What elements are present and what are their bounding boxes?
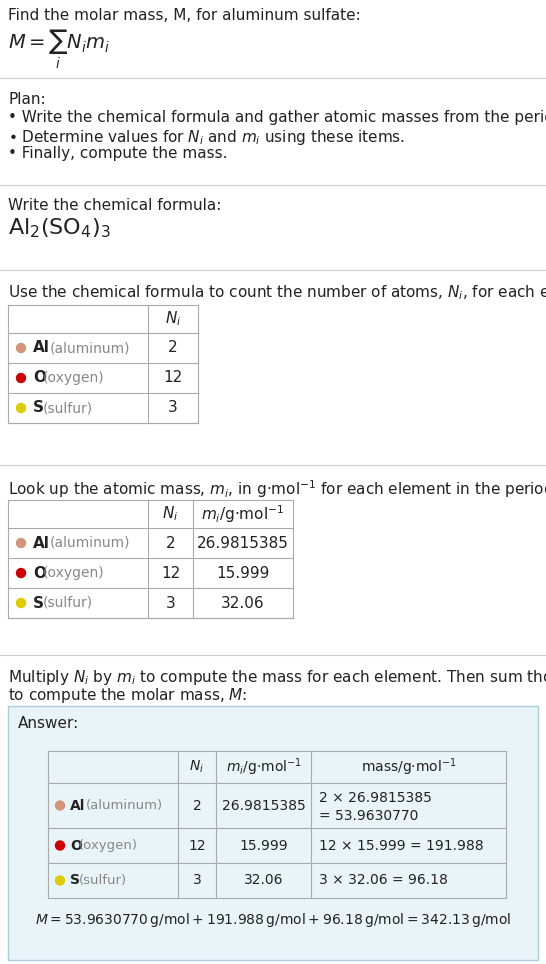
- Text: 12 × 15.999 = 191.988: 12 × 15.999 = 191.988: [319, 839, 484, 852]
- Text: 3 × 32.06 = 96.18: 3 × 32.06 = 96.18: [319, 873, 448, 888]
- Circle shape: [16, 569, 26, 577]
- Text: Look up the atomic mass, $m_i$, in g·mol$^{-1}$ for each element in the periodic: Look up the atomic mass, $m_i$, in g·mol…: [8, 478, 546, 499]
- Text: (oxygen): (oxygen): [43, 371, 104, 385]
- Text: 15.999: 15.999: [239, 839, 288, 852]
- Text: 12: 12: [161, 566, 180, 580]
- Text: 2 × 26.9815385: 2 × 26.9815385: [319, 790, 432, 805]
- Text: O: O: [33, 566, 46, 580]
- Text: (oxygen): (oxygen): [43, 566, 104, 580]
- Text: 3: 3: [165, 596, 175, 610]
- Text: 15.999: 15.999: [216, 566, 270, 580]
- Text: 3: 3: [193, 873, 201, 888]
- Text: (sulfur): (sulfur): [79, 874, 127, 887]
- Circle shape: [16, 539, 26, 548]
- Text: • Write the chemical formula and gather atomic masses from the periodic table.: • Write the chemical formula and gather …: [8, 110, 546, 125]
- Text: Write the chemical formula:: Write the chemical formula:: [8, 198, 221, 213]
- Text: $N_i$: $N_i$: [189, 759, 205, 775]
- Text: 26.9815385: 26.9815385: [197, 535, 289, 550]
- Text: to compute the molar mass, $M$:: to compute the molar mass, $M$:: [8, 686, 247, 705]
- Text: 2: 2: [168, 340, 178, 356]
- Text: mass/g·mol$^{-1}$: mass/g·mol$^{-1}$: [360, 756, 456, 778]
- Text: $N_i$: $N_i$: [165, 309, 181, 329]
- Text: Multiply $N_i$ by $m_i$ to compute the mass for each element. Then sum those val: Multiply $N_i$ by $m_i$ to compute the m…: [8, 668, 546, 687]
- Text: $M = 53.9630770\,\mathrm{g/mol} + 191.988\,\mathrm{g/mol} + 96.18\,\mathrm{g/mol: $M = 53.9630770\,\mathrm{g/mol} + 191.98…: [35, 911, 511, 929]
- Text: Al: Al: [33, 535, 50, 550]
- Text: S: S: [33, 400, 44, 415]
- Circle shape: [16, 373, 26, 383]
- Text: (sulfur): (sulfur): [43, 401, 93, 415]
- Text: 2: 2: [165, 535, 175, 550]
- Circle shape: [56, 841, 64, 850]
- Text: $m_i$/g·mol$^{-1}$: $m_i$/g·mol$^{-1}$: [225, 756, 301, 778]
- Text: Answer:: Answer:: [18, 716, 79, 731]
- Circle shape: [56, 801, 64, 810]
- Text: Use the chemical formula to count the number of atoms, $N_i$, for each element:: Use the chemical formula to count the nu…: [8, 283, 546, 302]
- Text: Plan:: Plan:: [8, 92, 46, 107]
- Text: Al: Al: [70, 798, 85, 813]
- Text: 12: 12: [188, 839, 206, 852]
- Circle shape: [16, 343, 26, 353]
- Text: O: O: [33, 370, 46, 386]
- Text: 3: 3: [168, 400, 178, 415]
- Text: $M = \sum_i N_i m_i$: $M = \sum_i N_i m_i$: [8, 28, 110, 71]
- Text: $\mathrm{Al_2(SO_4)_3}$: $\mathrm{Al_2(SO_4)_3}$: [8, 216, 110, 240]
- Text: S: S: [70, 873, 80, 888]
- Text: $N_i$: $N_i$: [162, 504, 179, 523]
- Text: Al: Al: [33, 340, 50, 356]
- Text: 32.06: 32.06: [221, 596, 265, 610]
- Bar: [8, 706, 538, 960]
- Text: (aluminum): (aluminum): [50, 341, 130, 355]
- Text: = 53.9630770: = 53.9630770: [319, 809, 418, 822]
- Text: (sulfur): (sulfur): [43, 596, 93, 610]
- Text: S: S: [33, 596, 44, 610]
- Text: 32.06: 32.06: [244, 873, 283, 888]
- Text: $m_i$/g·mol$^{-1}$: $m_i$/g·mol$^{-1}$: [201, 503, 284, 524]
- Text: (oxygen): (oxygen): [79, 839, 138, 852]
- Circle shape: [16, 599, 26, 607]
- Text: Find the molar mass, M, for aluminum sulfate:: Find the molar mass, M, for aluminum sul…: [8, 8, 361, 23]
- Text: • Finally, compute the mass.: • Finally, compute the mass.: [8, 146, 228, 161]
- Circle shape: [56, 876, 64, 885]
- Circle shape: [16, 404, 26, 413]
- Text: (aluminum): (aluminum): [86, 799, 163, 812]
- Text: 2: 2: [193, 798, 201, 813]
- Text: O: O: [70, 839, 82, 852]
- Text: 26.9815385: 26.9815385: [222, 798, 305, 813]
- Text: • Determine values for $N_i$ and $m_i$ using these items.: • Determine values for $N_i$ and $m_i$ u…: [8, 128, 405, 147]
- Text: 12: 12: [163, 370, 182, 386]
- Text: (aluminum): (aluminum): [50, 536, 130, 550]
